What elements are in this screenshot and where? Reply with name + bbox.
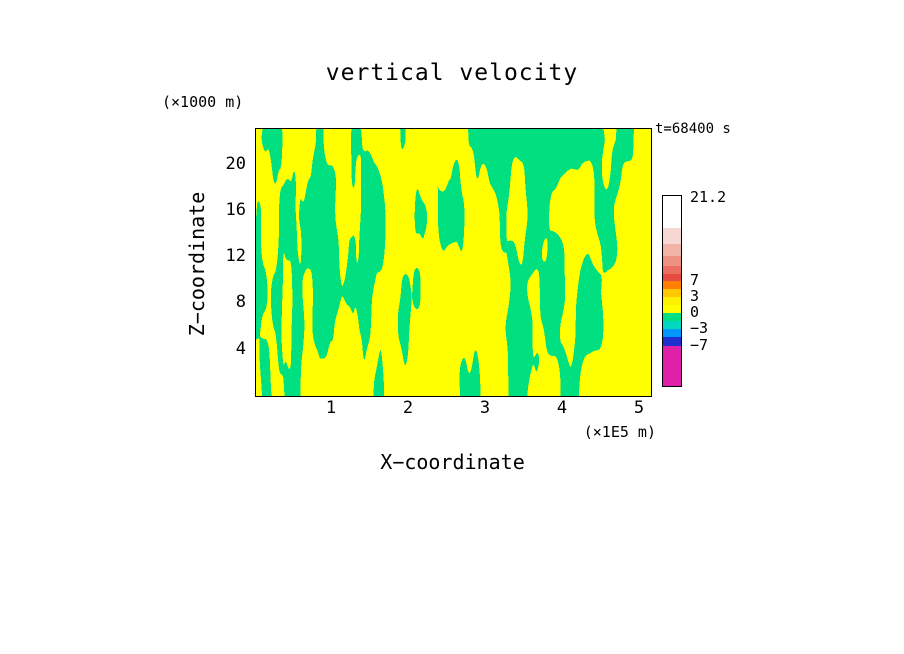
colorbar-tick-label: 0: [690, 303, 700, 321]
z-tick-label: 4: [235, 338, 246, 359]
colorbar-segment: [663, 305, 681, 313]
x-tick-label: 3: [479, 398, 491, 418]
colorbar: [662, 195, 682, 387]
z-tick-label: 20: [225, 153, 246, 174]
colorbar-segment: [663, 228, 681, 244]
x-tick-label: 4: [556, 398, 568, 418]
colorbar-segment: [663, 346, 681, 386]
colorbar-segment: [663, 329, 681, 337]
colorbar-segment: [663, 266, 681, 274]
colorbar-segment: [663, 289, 681, 297]
z-tick-label: 8: [235, 292, 246, 313]
heatmap-canvas: [256, 129, 651, 396]
colorbar-tick-label: −3: [690, 319, 709, 337]
time-annotation: t=68400 s: [655, 121, 731, 137]
colorbar-segment: [663, 274, 681, 281]
colorbar-tick-label: 3: [690, 287, 700, 305]
plot-area: [255, 128, 652, 397]
x-tick-label: 1: [325, 398, 337, 418]
colorbar-segment: [663, 321, 681, 329]
colorbar-segment: [663, 256, 681, 266]
z-axis-units-label: (×1000 m): [162, 93, 244, 111]
colorbar-segment: [663, 196, 681, 228]
chart-title: vertical velocity: [325, 60, 579, 86]
colorbar-segment: [663, 313, 681, 321]
colorbar-segment: [663, 337, 681, 346]
colorbar-segment: [663, 281, 681, 289]
colorbar-tick-label: 7: [690, 271, 700, 289]
colorbar-tick-label: −7: [690, 336, 709, 354]
x-tick-label: 5: [633, 398, 645, 418]
colorbar-segment: [663, 297, 681, 305]
z-tick-label: 16: [225, 199, 246, 220]
x-tick-label: 2: [402, 398, 414, 418]
colorbar-segment: [663, 244, 681, 256]
x-axis-units-label: (×1E5 m): [583, 423, 656, 441]
x-axis-title: X−coordinate: [380, 450, 525, 474]
z-tick-label: 12: [225, 246, 246, 267]
colorbar-max-label: 21.2: [690, 188, 727, 206]
